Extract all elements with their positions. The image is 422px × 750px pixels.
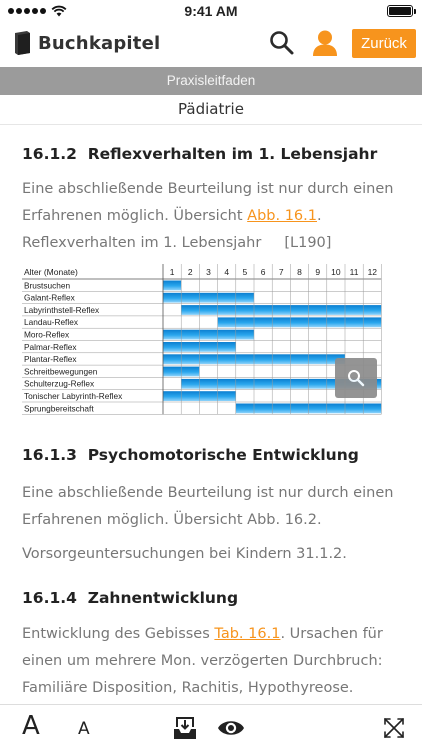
month-label: 1 <box>170 267 175 277</box>
reflex-chart[interactable]: Alter (Monate) 1 2 3 4 5 6 7 8 9 10 11 12Brustsuchen… <box>22 264 402 420</box>
month-label: 8 <box>297 267 302 277</box>
section-title: Zahnentwicklung <box>87 589 239 607</box>
paragraph-line: Erfahrenen möglich. Übersicht Abb. 16.1. <box>22 203 412 230</box>
app-logo: Buchkapitel <box>12 31 160 55</box>
user-button[interactable] <box>312 29 338 57</box>
reflex-label: Sprungbereitschaft <box>24 403 94 413</box>
reflex-label: Schreitbewegungen <box>24 366 98 376</box>
section-number: 16.1.4 <box>22 589 77 607</box>
chapter-title: Pädiatrie <box>0 95 422 125</box>
paragraph-line: einen um mehrere Mon. verzögerten Durchb… <box>22 653 383 669</box>
chart-header-label: Alter (Monate) <box>24 267 78 277</box>
caption-ref: [L190] <box>284 235 332 251</box>
reflex-label: Tonischer Labyrinth-Reflex <box>24 391 123 401</box>
reflex-bar <box>181 305 382 315</box>
tray-download-icon <box>174 717 196 739</box>
battery-icon <box>387 5 416 17</box>
month-label: 11 <box>350 267 359 277</box>
reflex-bar <box>163 280 182 291</box>
magnifier-icon <box>348 370 365 387</box>
paragraph-line: Eine abschließende Beurteilung ist nur d… <box>22 485 394 501</box>
article-content[interactable]: 16.1.2 Reflexverhalten im 1. Lebensjahr … <box>0 126 422 704</box>
paragraph-line: Erfahrenen möglich. Übersicht Abb. 16.2. <box>22 512 322 528</box>
expand-icon <box>384 718 404 738</box>
reflex-label: Schulterzug-Reflex <box>24 379 95 389</box>
wifi-icon <box>51 5 67 17</box>
month-label: 4 <box>224 267 229 277</box>
month-label: 3 <box>206 267 211 277</box>
month-label: 9 <box>315 267 320 277</box>
section-heading-16-1-3: 16.1.3 Psychomotorische Entwicklung <box>22 446 359 464</box>
section-title: Reflexverhalten im 1. Lebensjahr <box>87 145 378 163</box>
text: Entwicklung des Gebisses <box>22 626 215 642</box>
view-mode-button[interactable] <box>217 717 245 739</box>
reflex-label: Labyrinthstell-Reflex <box>24 305 100 315</box>
table-link[interactable]: Tab. 16.1 <box>214 626 281 642</box>
figure-caption: Reflexverhalten im 1. Lebensjahr [L190] <box>22 230 412 257</box>
zoom-figure-button[interactable] <box>335 358 377 398</box>
reflex-bar <box>217 317 382 328</box>
search-icon <box>270 31 294 55</box>
font-size-increase-button[interactable]: A <box>22 711 40 741</box>
app-name: Buchkapitel <box>38 32 161 54</box>
month-label: 12 <box>368 267 378 277</box>
month-label: 7 <box>279 267 284 277</box>
download-button[interactable] <box>172 715 198 741</box>
month-label: 6 <box>261 267 266 277</box>
status-bar: 9:41 AM <box>0 0 422 22</box>
eye-icon <box>218 721 244 735</box>
caption-text: Reflexverhalten im 1. Lebensjahr <box>22 235 262 251</box>
section-heading-16-1-2: 16.1.2 Reflexverhalten im 1. Lebensjahr <box>22 145 377 163</box>
reflex-bar <box>181 378 382 389</box>
paragraph-line: Eine abschließende Beurteilung ist nur d… <box>22 181 394 197</box>
fullscreen-button[interactable] <box>383 717 405 739</box>
user-icon <box>313 30 337 56</box>
reflex-label: Palmar-Reflex <box>24 342 77 352</box>
bottom-toolbar: A A <box>0 704 422 750</box>
status-left <box>8 5 67 17</box>
month-label: 2 <box>188 267 193 277</box>
text: Erfahrenen möglich. Übersicht <box>22 208 248 224</box>
app-header: Buchkapitel Zurück <box>0 22 422 66</box>
month-label: 5 <box>243 267 248 277</box>
month-label: 10 <box>331 267 341 277</box>
reflex-bar <box>163 329 254 340</box>
section-title: Psychomotorische Entwicklung <box>87 446 359 464</box>
reflex-label: Galant-Reflex <box>24 293 76 303</box>
section-number: 16.1.2 <box>22 145 77 163</box>
reflex-label: Landau-Reflex <box>24 317 79 327</box>
text: . Ursachen für <box>280 626 383 642</box>
section-bar: Praxisleitfaden <box>0 67 422 95</box>
reflex-label: Brustsuchen <box>24 280 71 290</box>
reflex-bar <box>163 292 254 303</box>
text: . <box>317 208 322 224</box>
reflex-label: Plantar-Reflex <box>24 354 77 364</box>
font-size-decrease-button[interactable]: A <box>78 719 90 739</box>
section-number: 16.1.3 <box>22 446 77 464</box>
paragraph-line: Entwicklung des Gebisses Tab. 16.1. Ursa… <box>22 621 412 648</box>
figure-link[interactable]: Abb. 16.1 <box>247 208 317 224</box>
reflex-label: Moro-Reflex <box>24 330 70 340</box>
search-button[interactable] <box>269 30 295 56</box>
status-time: 9:41 AM <box>184 3 238 19</box>
paragraph-line: Vorsorgeuntersuchungen bei Kindern 31.1.… <box>22 546 347 562</box>
signal-icon <box>8 8 46 14</box>
section-heading-16-1-4: 16.1.4 Zahnentwicklung <box>22 589 238 607</box>
book-icon <box>15 31 30 55</box>
paragraph-line: Familiäre Disposition, Rachitis, Hypothy… <box>22 680 354 696</box>
back-button[interactable]: Zurück <box>352 29 416 58</box>
